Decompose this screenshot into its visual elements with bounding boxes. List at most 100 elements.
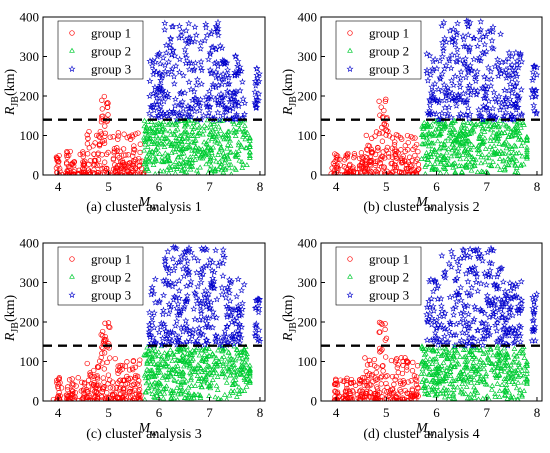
data-point bbox=[239, 371, 245, 377]
data-point bbox=[468, 373, 474, 379]
data-point bbox=[251, 304, 259, 312]
data-point bbox=[233, 71, 241, 79]
data-point bbox=[444, 84, 452, 91]
data-point bbox=[142, 167, 149, 173]
data-point bbox=[510, 339, 518, 347]
data-point bbox=[164, 89, 172, 97]
data-point bbox=[233, 314, 241, 321]
data-point bbox=[246, 135, 253, 141]
data-point bbox=[180, 135, 186, 141]
data-point bbox=[220, 102, 228, 110]
data-point bbox=[187, 166, 194, 172]
data-point bbox=[513, 372, 520, 378]
data-point bbox=[102, 130, 108, 136]
data-point bbox=[502, 354, 509, 360]
data-point bbox=[466, 245, 474, 253]
data-point bbox=[167, 278, 175, 286]
data-point bbox=[519, 367, 525, 373]
data-point bbox=[205, 383, 212, 389]
data-point bbox=[183, 155, 190, 161]
data-point bbox=[518, 299, 526, 307]
data-point bbox=[172, 131, 178, 137]
data-point bbox=[190, 392, 197, 398]
data-point bbox=[212, 336, 220, 344]
data-point bbox=[357, 162, 363, 169]
data-point bbox=[404, 132, 411, 139]
data-point bbox=[342, 396, 349, 401]
data-point bbox=[168, 50, 175, 58]
data-point bbox=[460, 42, 468, 50]
data-point bbox=[524, 367, 530, 373]
data-point bbox=[379, 138, 386, 144]
data-point bbox=[160, 291, 168, 299]
data-point bbox=[463, 137, 470, 143]
data-point bbox=[185, 78, 193, 86]
data-point bbox=[514, 294, 522, 301]
data-point bbox=[189, 329, 197, 337]
data-point bbox=[481, 128, 488, 134]
data-point bbox=[231, 380, 238, 386]
data-point bbox=[174, 300, 182, 307]
data-point bbox=[190, 356, 196, 362]
data-point bbox=[414, 374, 420, 380]
data-point bbox=[190, 254, 198, 261]
data-point bbox=[226, 297, 234, 304]
data-point bbox=[458, 123, 465, 129]
data-point bbox=[184, 358, 191, 364]
data-point bbox=[197, 392, 203, 398]
data-point bbox=[197, 58, 205, 65]
data-point bbox=[232, 306, 240, 314]
data-point bbox=[452, 347, 458, 353]
data-point bbox=[223, 358, 230, 364]
data-point bbox=[196, 125, 202, 131]
data-point bbox=[164, 153, 171, 159]
data-point bbox=[485, 126, 491, 132]
data-point bbox=[103, 151, 110, 157]
data-point bbox=[182, 145, 189, 151]
data-point bbox=[449, 252, 457, 260]
y-tick-label: 100 bbox=[298, 354, 318, 369]
data-point bbox=[488, 37, 496, 44]
data-point bbox=[501, 100, 509, 107]
data-point bbox=[210, 144, 216, 150]
data-point bbox=[370, 379, 376, 385]
data-point bbox=[63, 392, 69, 398]
data-point bbox=[243, 361, 250, 367]
data-point bbox=[508, 112, 516, 120]
data-point bbox=[241, 131, 248, 137]
data-point bbox=[403, 162, 410, 168]
data-point bbox=[384, 389, 390, 395]
data-point bbox=[224, 80, 232, 88]
data-point bbox=[174, 154, 181, 160]
data-point bbox=[438, 140, 445, 146]
data-point bbox=[174, 362, 181, 368]
data-point bbox=[466, 253, 474, 260]
data-point bbox=[516, 359, 522, 365]
data-point bbox=[419, 141, 426, 146]
data-point bbox=[509, 156, 515, 162]
data-point bbox=[233, 166, 239, 172]
data-point bbox=[225, 73, 233, 81]
data-point bbox=[509, 379, 516, 385]
data-point bbox=[450, 160, 457, 166]
data-point bbox=[405, 139, 411, 146]
data-point bbox=[115, 133, 122, 139]
data-point bbox=[487, 75, 495, 83]
data-point bbox=[373, 369, 379, 376]
data-point bbox=[438, 307, 446, 315]
data-point bbox=[160, 141, 166, 147]
data-point bbox=[380, 363, 386, 369]
data-point bbox=[443, 367, 450, 373]
data-point bbox=[104, 390, 110, 396]
data-point bbox=[475, 366, 482, 372]
data-point bbox=[145, 132, 152, 138]
data-point bbox=[94, 162, 100, 168]
data-point bbox=[364, 382, 370, 389]
data-point bbox=[480, 331, 488, 339]
data-point bbox=[439, 44, 447, 51]
data-point bbox=[150, 323, 158, 331]
data-point bbox=[425, 371, 432, 377]
data-point bbox=[155, 366, 161, 372]
data-point bbox=[491, 280, 499, 288]
